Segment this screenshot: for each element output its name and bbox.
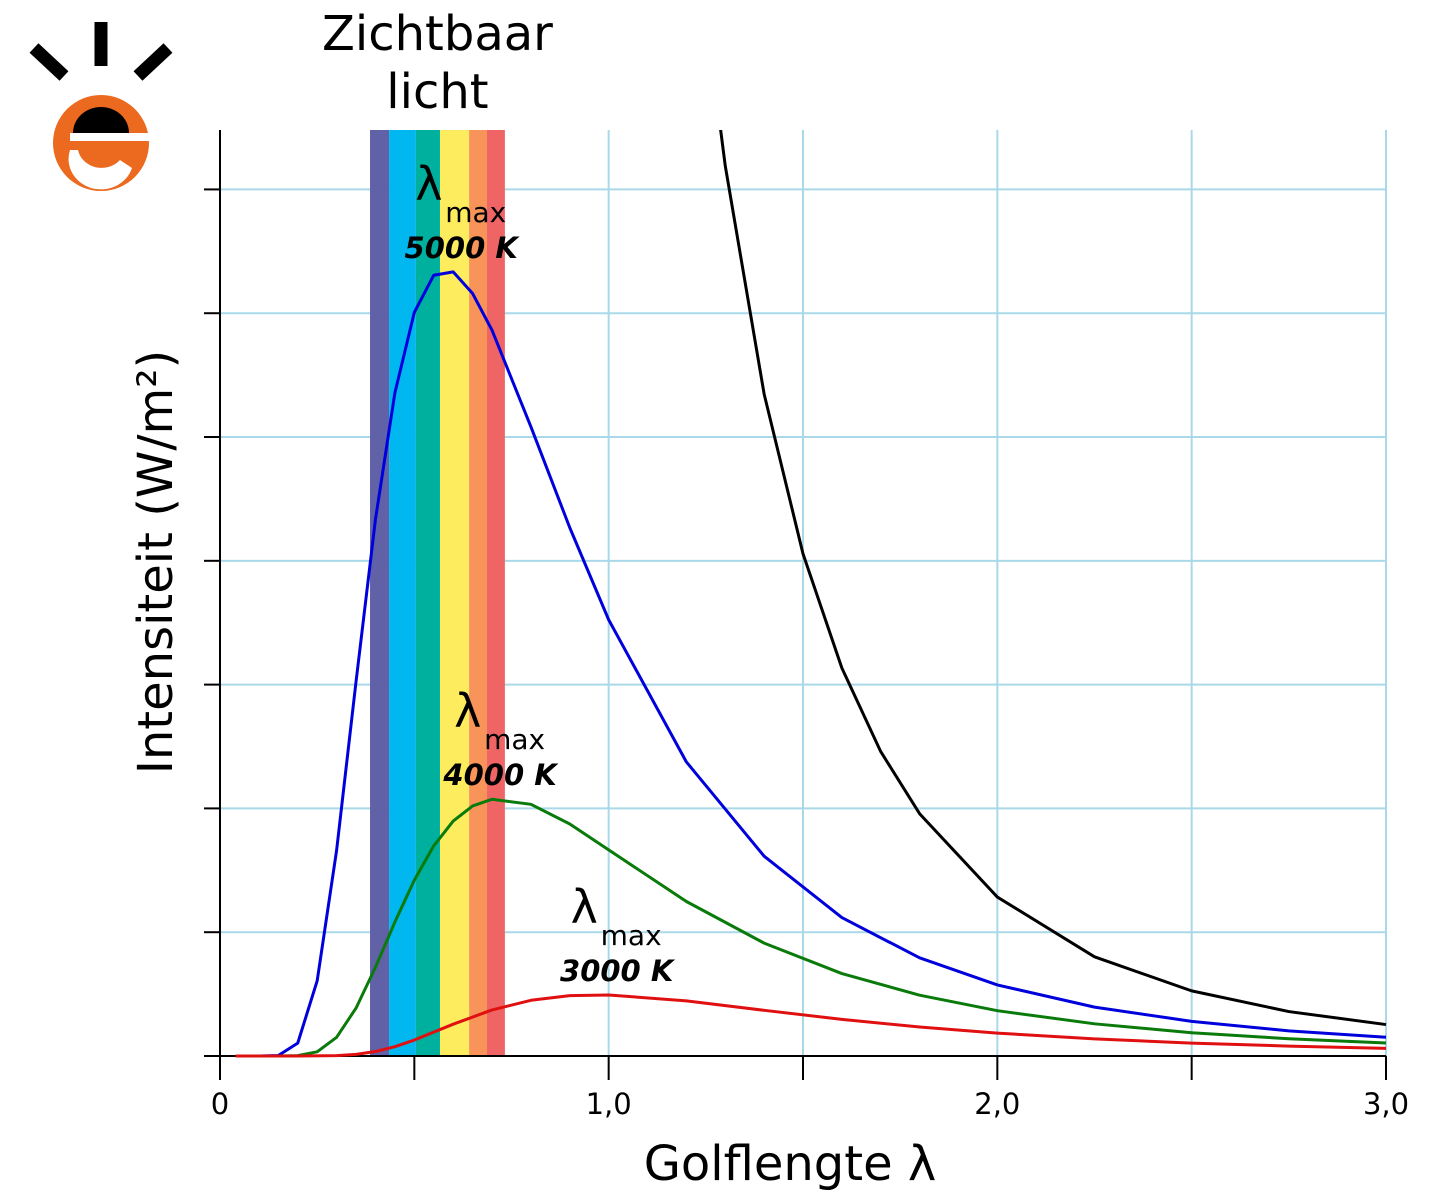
temperature-label: 4000 K: [442, 758, 559, 792]
series-line: [235, 270, 1387, 1058]
series-line: [719, 130, 1387, 1027]
x-tick-label: 0: [211, 1087, 229, 1121]
lambda-subscript: max: [484, 723, 545, 756]
spectrum-band: [370, 130, 505, 1056]
spectrum-segment: [370, 130, 390, 1056]
x-tick-label: 2,0: [974, 1087, 1020, 1121]
lambda-symbol: λ: [454, 684, 481, 738]
lambda-subscript: max: [445, 196, 506, 229]
lambda-symbol: λ: [415, 157, 442, 211]
series-line: [235, 993, 1387, 1058]
temperature-label: 3000 K: [560, 954, 676, 988]
spectrum-segment: [487, 130, 505, 1056]
spectrum-segment: [439, 130, 470, 1056]
lambda-symbol: λ: [571, 880, 598, 934]
lambda-subscript: max: [601, 919, 662, 952]
temperature-label: 5000 K: [405, 231, 521, 265]
series-lines: [235, 130, 1387, 1058]
x-tick-label: 1,0: [586, 1087, 632, 1121]
series-line: [235, 797, 1387, 1058]
spectrum-segment: [415, 130, 440, 1056]
band-title: licht: [386, 64, 488, 120]
y-axis-title: Intensiteit (W/m²): [128, 350, 184, 775]
spectrum-segment: [389, 130, 416, 1056]
x-axis-title: Golflengte λ: [644, 1136, 937, 1192]
axes: 0 1,0 2,0 3,0: [204, 130, 1409, 1121]
x-tick-label: 3,0: [1363, 1087, 1409, 1121]
spectrum-segment: [469, 130, 488, 1056]
logo: [29, 22, 173, 191]
band-title: Zichtbaar: [322, 6, 553, 62]
